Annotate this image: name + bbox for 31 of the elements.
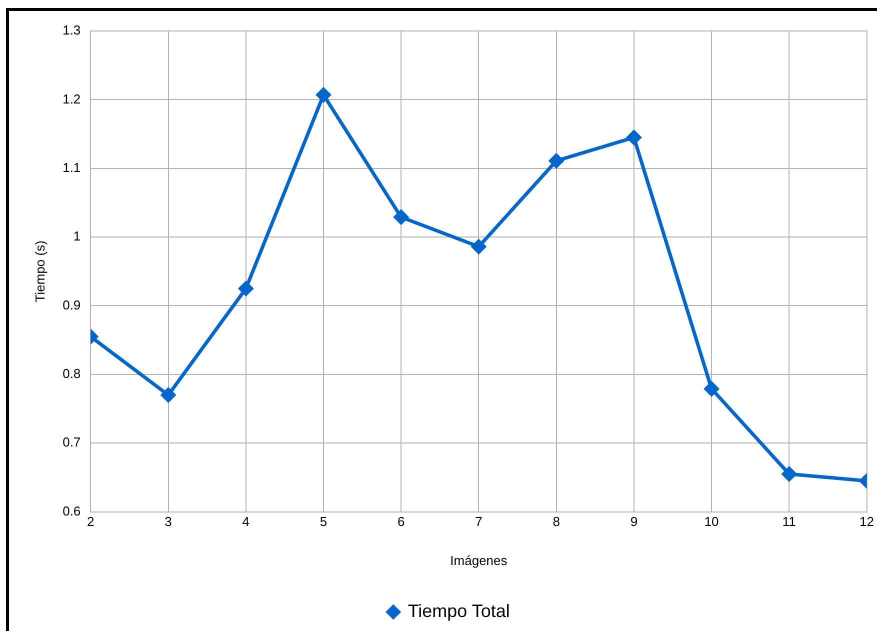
y-tick-label: 1.2: [62, 91, 81, 106]
y-tick-label: 0.9: [62, 297, 81, 312]
x-tick-label: 11: [782, 514, 796, 530]
point: [471, 239, 486, 254]
point: [394, 210, 408, 224]
y-axis-title: Tiempo (s): [32, 240, 48, 302]
x-tick-label: 8: [552, 514, 560, 530]
x-tick-label: 5: [320, 514, 328, 530]
x-tick-label: 12: [860, 514, 874, 530]
point: [549, 154, 564, 168]
y-tick-label: 0.8: [62, 366, 81, 382]
y-tick-label: 1.3: [62, 22, 81, 38]
x-tick-label: 6: [397, 514, 405, 530]
point: [626, 130, 642, 145]
point: [316, 88, 331, 102]
point: [238, 281, 254, 296]
legend-label: Tiempo Total: [408, 600, 510, 621]
x-tick-label: 3: [164, 514, 172, 530]
point: [782, 466, 796, 482]
y-tick-label: 1: [73, 228, 81, 244]
x-tick-label: 9: [630, 514, 638, 530]
point: [704, 382, 719, 396]
y-tick-label: 0.7: [62, 434, 81, 450]
y-tick-label: 0.6: [62, 503, 81, 518]
y-tick-label: 1.1: [62, 160, 81, 175]
x-tick-label: 4: [242, 514, 250, 530]
x-tick-label: 2: [87, 514, 94, 530]
x-tick-label: 10: [704, 514, 719, 530]
point: [161, 388, 176, 402]
x-tick-label: 7: [475, 514, 482, 530]
x-axis-title: Imágenes: [450, 552, 508, 568]
